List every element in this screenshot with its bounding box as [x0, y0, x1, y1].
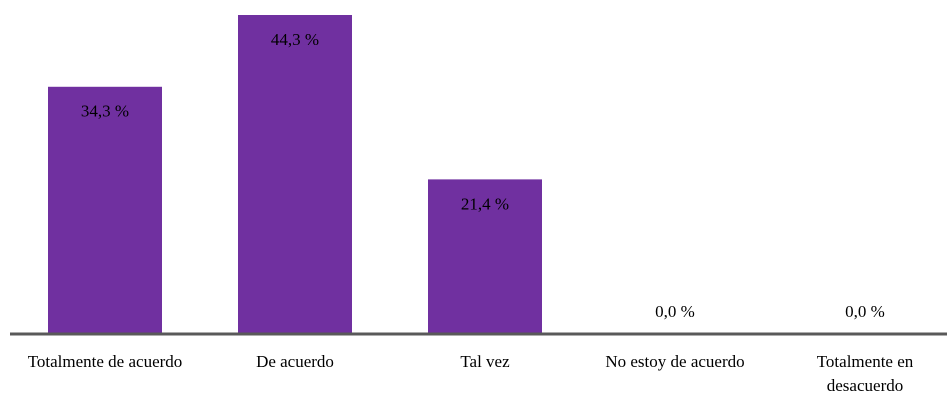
data-label: 44,3 % [271, 30, 319, 49]
x-tick-label: No estoy de acuerdo [605, 352, 745, 371]
x-tick-label: Totalmente de acuerdo [27, 352, 183, 371]
data-label: 21,4 % [461, 194, 509, 213]
x-tick-label: Tal vez [460, 352, 510, 371]
data-label: 34,3 % [81, 102, 129, 121]
x-tick-label: De acuerdo [256, 352, 334, 371]
bar [428, 179, 542, 333]
data-label: 0,0 % [655, 302, 695, 321]
bar [238, 15, 352, 333]
bar [48, 86, 162, 333]
x-tick-label: Totalmente en desacuerdo [816, 352, 914, 395]
data-label: 0,0 % [845, 302, 885, 321]
